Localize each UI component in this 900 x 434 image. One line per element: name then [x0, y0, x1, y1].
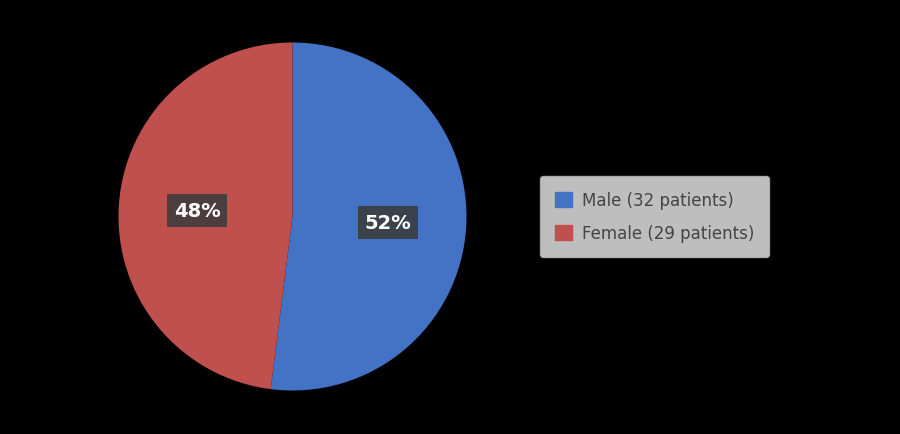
Text: 52%: 52%	[364, 214, 411, 233]
Wedge shape	[271, 43, 466, 391]
Wedge shape	[119, 43, 292, 389]
Text: 48%: 48%	[174, 201, 220, 220]
Legend: Male (32 patients), Female (29 patients): Male (32 patients), Female (29 patients)	[540, 177, 770, 257]
